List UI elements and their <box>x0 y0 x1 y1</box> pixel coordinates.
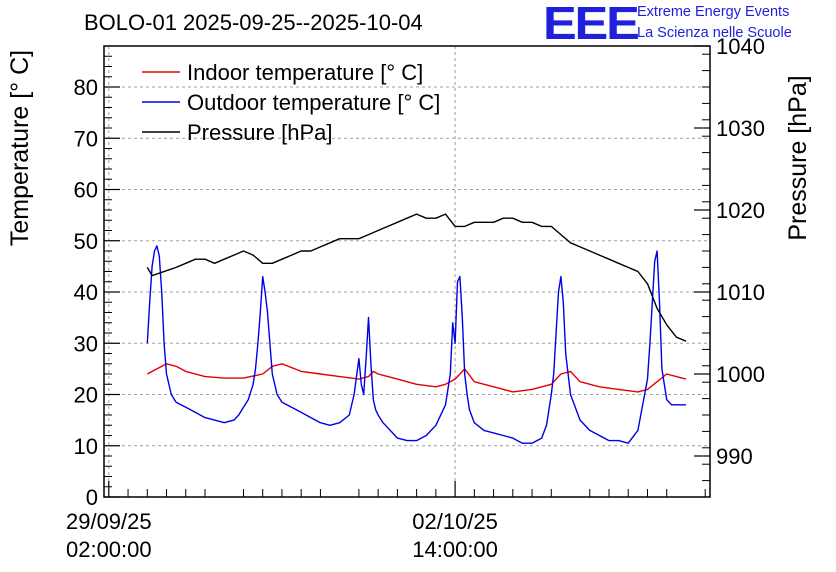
y-tick-label-left: 0 <box>86 485 98 510</box>
y-tick-label-right: 1000 <box>716 362 765 387</box>
series-line <box>146 363 687 393</box>
y-tick-label-left: 60 <box>74 178 98 203</box>
y-tick-label-right: 1010 <box>716 280 765 305</box>
legend-label: Pressure [hPa] <box>187 120 333 145</box>
y-tick-label-left: 70 <box>74 126 98 151</box>
y-tick-label-right: 1020 <box>716 198 765 223</box>
logo-line-2: La Scienza nelle Scuole <box>637 25 792 41</box>
legend-label: Indoor temperature [° C] <box>187 60 423 85</box>
y-axis-label-left: Temperature [° C] <box>6 50 34 246</box>
chart-title: BOLO-01 2025-09-25--2025-10-04 <box>84 10 423 35</box>
y-tick-label-right: 990 <box>716 444 753 469</box>
y-tick-label-right: 1030 <box>716 116 765 141</box>
x-tick-label-time: 14:00:00 <box>412 537 498 562</box>
y-tick-label-left: 30 <box>74 331 98 356</box>
x-tick-label-time: 02:00:00 <box>66 537 152 562</box>
series-line <box>146 213 687 342</box>
axes: 0102030405060708099010001010102010301040… <box>66 34 765 562</box>
logo-line-1: Extreme Energy Events <box>637 4 790 20</box>
series-line <box>146 245 686 444</box>
y-tick-label-right: 1040 <box>716 34 765 59</box>
eee-logo-mark: EEE <box>543 0 640 49</box>
legend: Indoor temperature [° C] Outdoor temperat… <box>142 60 440 145</box>
x-tick-label-date: 29/09/25 <box>66 509 152 534</box>
y-axis-label-right: Pressure [hPa] <box>784 75 812 240</box>
y-tick-label-left: 80 <box>74 75 98 100</box>
y-tick-label-left: 20 <box>74 383 98 408</box>
legend-label: Outdoor temperature [° C] <box>187 90 440 115</box>
series-layer <box>146 213 687 444</box>
grid <box>104 46 710 497</box>
y-tick-label-left: 50 <box>74 229 98 254</box>
x-tick-label-date: 02/10/25 <box>412 509 498 534</box>
y-tick-label-left: 40 <box>74 280 98 305</box>
y-tick-label-left: 10 <box>74 434 98 459</box>
